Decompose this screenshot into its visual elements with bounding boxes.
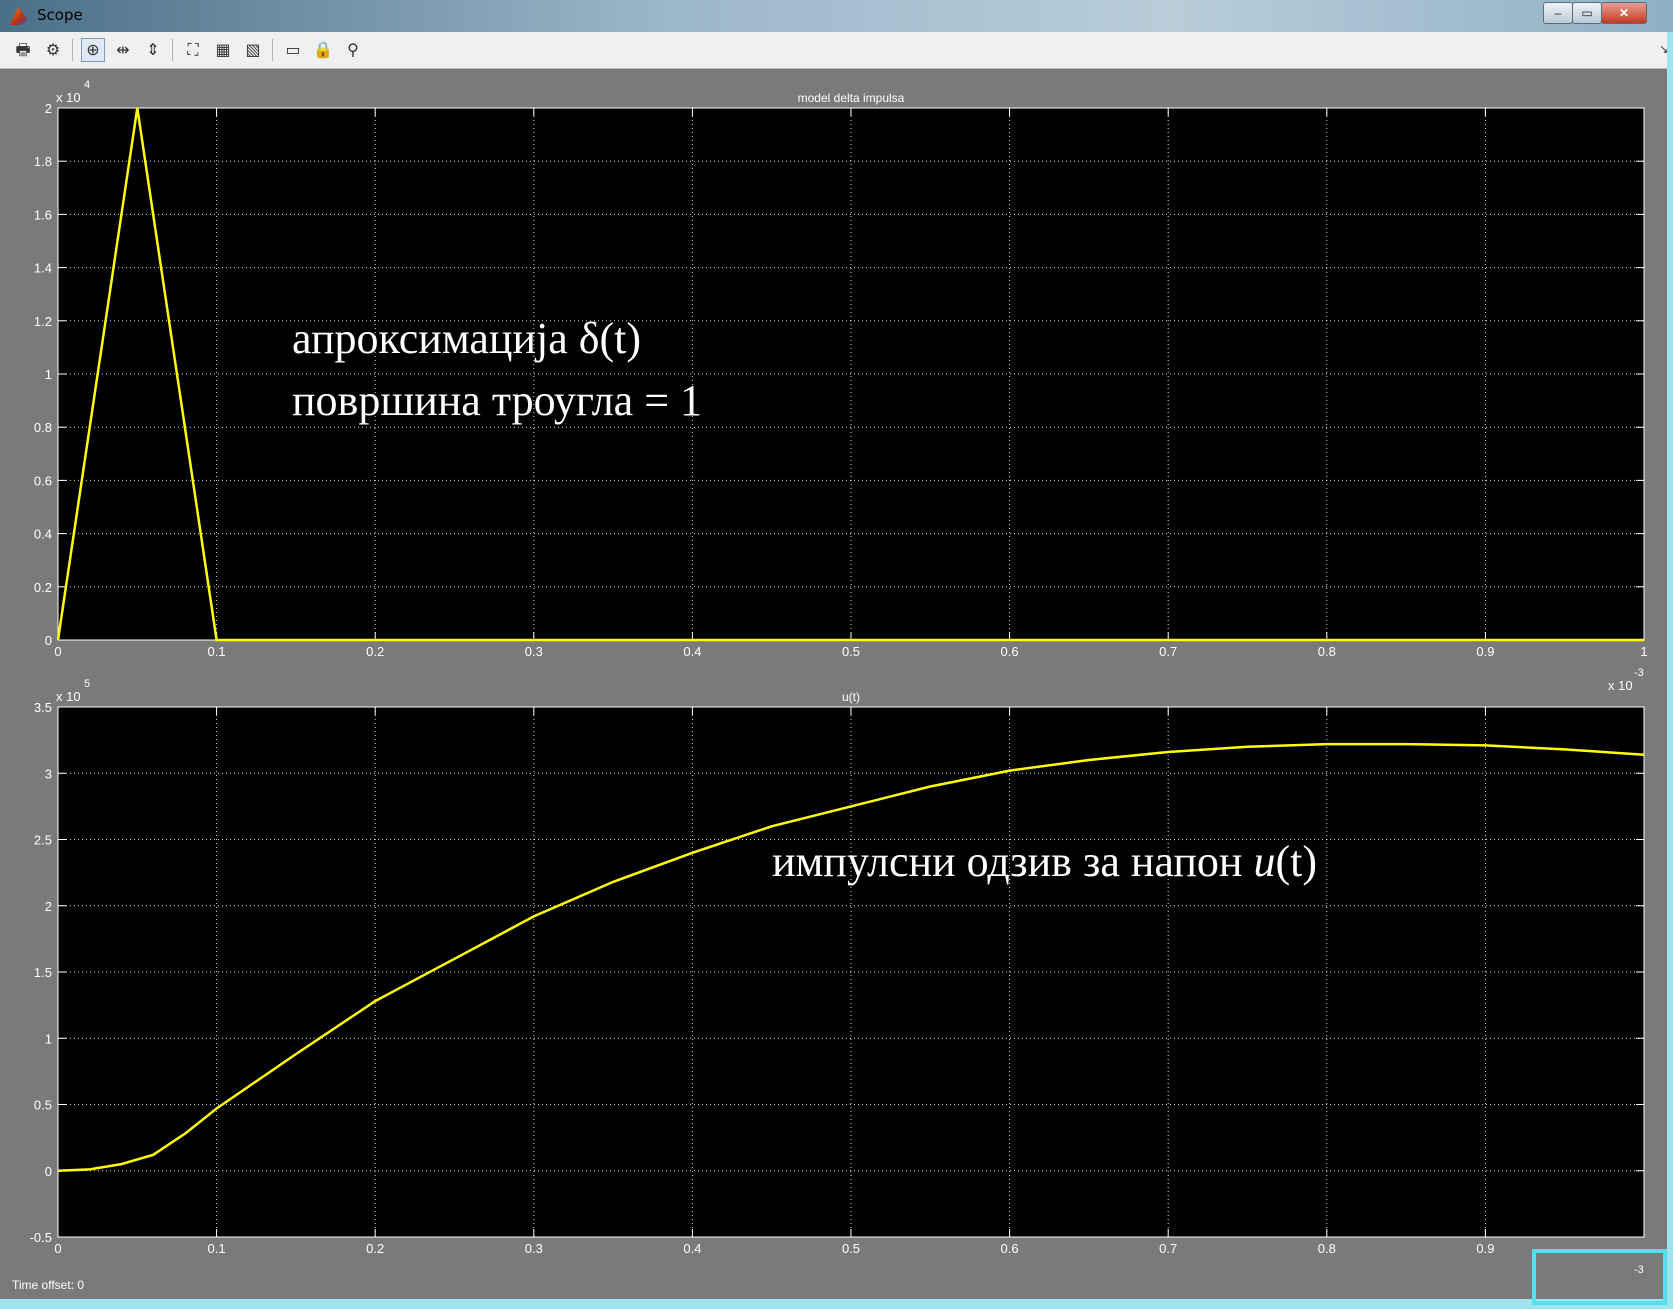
x-tick-label: 0.9 <box>1476 1241 1494 1256</box>
x-tick-label: 0.6 <box>1001 1241 1019 1256</box>
annotation-text: импулсни одзив за напон <box>772 837 1253 886</box>
annotation-impulse-response: импулсни одзив за напон u(t) <box>772 837 1317 886</box>
y-tick-label: 0 <box>45 1164 52 1179</box>
y-tick-label: 1.5 <box>34 965 52 980</box>
x-tick-label: 0.3 <box>525 644 543 659</box>
print-icon[interactable]: 🖶 <box>15 40 31 59</box>
window-frame-right <box>1667 32 1673 1309</box>
y-tick-label: 1 <box>45 1031 52 1046</box>
series-line <box>56 107 1644 642</box>
y-tick-label: 0.2 <box>34 580 52 595</box>
highlight-box <box>1532 1249 1667 1305</box>
y-tick-label: 1.8 <box>34 154 52 169</box>
y-tick-label: -0.5 <box>30 1230 52 1245</box>
close-button[interactable]: ✕ <box>1601 2 1647 24</box>
y-tick-label: 0 <box>45 633 52 648</box>
autoscale-icon[interactable]: ⛶ <box>187 40 199 59</box>
annotation-text: (t) <box>1275 837 1317 886</box>
x-tick-label: 0.8 <box>1318 1241 1336 1256</box>
y-tick-label: 3 <box>45 766 52 781</box>
x-tick-label: 0.8 <box>1318 644 1336 659</box>
y-tick-label: 2 <box>45 101 52 116</box>
window-title: Scope <box>37 6 83 24</box>
x-multiplier-exponent: -3 <box>1634 1264 1644 1276</box>
matlab-logo-icon <box>10 7 28 25</box>
series-line <box>57 742 1645 1173</box>
parameters-icon[interactable]: ⚙ <box>45 40 61 59</box>
scope-plots: 0 0.1 0.2 0.3 0.4 0.5 0.6 0.7 0.8 0.9 1 0 0.2 0.4 0.6 0… <box>30 79 1648 1278</box>
y-tick-label: 0.8 <box>34 420 52 435</box>
x-tick-label: 0.5 <box>842 1241 860 1256</box>
y-tick-label: 1.4 <box>34 261 52 276</box>
y-tick-label: 2.5 <box>34 833 52 848</box>
plot-title: model delta impulsa <box>798 91 905 105</box>
y-multiplier-exponent: 4 <box>84 79 90 91</box>
restore-axes-icon[interactable]: ▧ <box>245 40 261 59</box>
x-tick-label: 0.4 <box>683 1241 701 1256</box>
x-tick-label: 0 <box>54 1241 61 1256</box>
x-multiplier-label: x 10 <box>1608 1275 1633 1278</box>
annotation-triangle-area: површина троугла = 1 <box>292 376 702 425</box>
zoom-in-icon[interactable]: ⊕ <box>81 38 105 62</box>
y-multiplier-label: x 10 <box>56 689 81 704</box>
y-tick-label: 3.5 <box>34 700 52 715</box>
title-bar[interactable]: Scope – ▭ ✕ <box>0 0 1673 32</box>
x-tick-label: 0.2 <box>366 1241 384 1256</box>
plot-1: 0 0.1 0.2 0.3 0.4 0.5 0.6 0.7 0.8 0.9 1 0 0.2 0.4 0.6 0… <box>34 79 1648 693</box>
toolbar-separator <box>72 39 73 61</box>
y-tick-label: 1 <box>45 367 52 382</box>
x-multiplier-exponent: -3 <box>1634 667 1644 679</box>
maximize-button[interactable]: ▭ <box>1572 2 1602 24</box>
x-tick-label: 0.9 <box>1476 644 1494 659</box>
toolbar-separator <box>272 39 273 61</box>
x-tick-label: 0.6 <box>1001 644 1019 659</box>
x-tick-label: 0.2 <box>366 644 384 659</box>
y-tick-label: 1.6 <box>34 207 52 222</box>
y-multiplier-label: x 10 <box>56 90 81 105</box>
save-axes-icon[interactable]: ▦ <box>215 40 231 59</box>
toolbar-overflow-icon[interactable]: ↘ <box>1658 42 1669 56</box>
floating-scope-icon[interactable]: ▭ <box>285 40 301 59</box>
time-offset-label: Time offset: 0 <box>12 1278 85 1292</box>
window-frame-bottom <box>0 1299 1673 1309</box>
y-tick-label: 2 <box>45 899 52 914</box>
toolbar: ↘ 🖶 ⚙ ⊕ ⇹ ⇕ ⛶ ▦ ▧ ▭ 🔒 ⚲ <box>0 32 1673 69</box>
y-tick-label: 1.2 <box>34 314 52 329</box>
x-tick-label: 0.1 <box>208 1241 226 1256</box>
zoom-x-icon[interactable]: ⇹ <box>116 40 130 59</box>
x-multiplier-label: x 10 <box>1608 678 1633 693</box>
zoom-y-icon[interactable]: ⇕ <box>146 40 160 59</box>
signal-selection-icon[interactable]: ⚲ <box>347 40 359 59</box>
x-tick-label: 0 <box>54 644 61 659</box>
x-tick-label: 0.5 <box>842 644 860 659</box>
x-tick-label: 0.3 <box>525 1241 543 1256</box>
x-tick-label: 0.7 <box>1159 644 1177 659</box>
plot-title: u(t) <box>842 690 860 704</box>
x-tick-label: 0.1 <box>208 644 226 659</box>
x-tick-label: 0.4 <box>683 644 701 659</box>
x-tick-label: 1 <box>1640 644 1647 659</box>
plot-2: 0 0.1 0.2 0.3 0.4 0.5 0.6 0.7 0.8 0.9-0.500.511.5… <box>30 678 1645 1278</box>
x-tick-label: 0.7 <box>1159 1241 1177 1256</box>
y-tick-label: 0.4 <box>34 527 52 542</box>
y-tick-label: 0.5 <box>34 1098 52 1113</box>
annotation-variable: u <box>1253 837 1275 886</box>
annotation-delta-approx: апроксимација δ(t) <box>292 314 641 363</box>
toolbar-separator <box>172 39 173 61</box>
y-tick-label: 0.6 <box>34 473 52 488</box>
minimize-button[interactable]: – <box>1543 2 1573 24</box>
y-multiplier-exponent: 5 <box>84 678 90 690</box>
lock-axes-icon[interactable]: 🔒 <box>313 40 333 59</box>
